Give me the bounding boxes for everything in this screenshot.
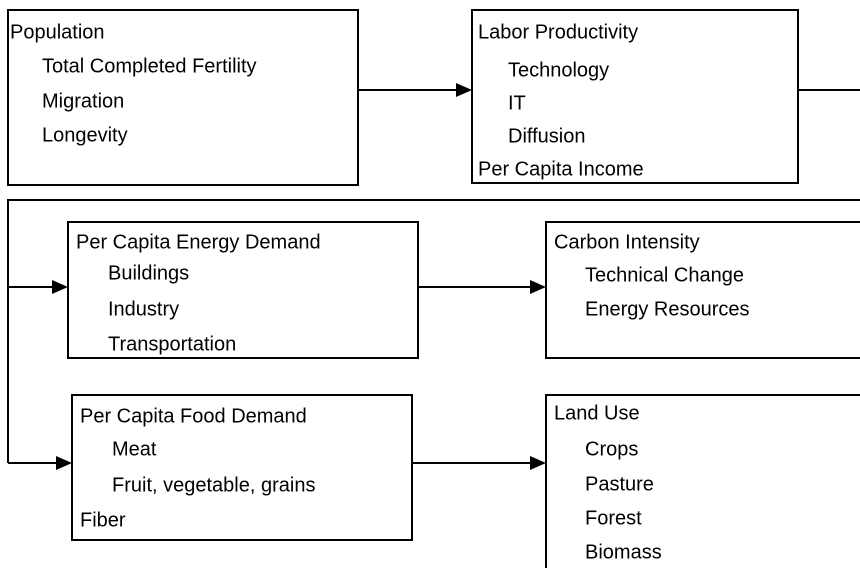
node-title: Carbon Intensity xyxy=(554,231,700,253)
node-footer: Per Capita Income xyxy=(478,158,644,180)
node-item: Forest xyxy=(585,507,642,529)
node-item: Migration xyxy=(42,90,124,112)
node-title: Labor Productivity xyxy=(478,21,638,43)
node-title: Per Capita Food Demand xyxy=(80,405,307,427)
connector xyxy=(7,199,860,463)
node-item: Technology xyxy=(508,59,609,81)
node-item: Biomass xyxy=(585,541,662,563)
node-item: Meat xyxy=(112,438,157,460)
node-item: Transportation xyxy=(108,333,236,355)
node-item: Industry xyxy=(108,298,179,320)
node-box xyxy=(67,221,419,359)
arrowhead xyxy=(56,456,72,470)
node-item: Diffusion xyxy=(508,125,585,147)
node-title: Land Use xyxy=(554,402,640,424)
node-box xyxy=(71,394,413,541)
arrowhead xyxy=(52,280,68,294)
node-item: IT xyxy=(508,92,526,114)
node-item: Crops xyxy=(585,438,638,460)
node-item: Buildings xyxy=(108,262,189,284)
node-item: Total Completed Fertility xyxy=(42,55,257,77)
node-box xyxy=(7,9,359,186)
node-footer: Fiber xyxy=(80,509,126,531)
node-box xyxy=(471,9,799,184)
node-item: Pasture xyxy=(585,473,654,495)
node-item: Technical Change xyxy=(585,264,744,286)
node-title: Per Capita Energy Demand xyxy=(76,231,321,253)
arrowhead xyxy=(530,456,546,470)
node-box xyxy=(545,394,860,573)
node-item: Longevity xyxy=(42,124,128,146)
arrowhead xyxy=(530,280,546,294)
node-box xyxy=(545,221,860,359)
arrowhead xyxy=(456,83,472,97)
node-item: Energy Resources xyxy=(585,298,750,320)
node-item: Fruit, vegetable, grains xyxy=(112,474,315,496)
node-title: Population xyxy=(10,21,105,43)
